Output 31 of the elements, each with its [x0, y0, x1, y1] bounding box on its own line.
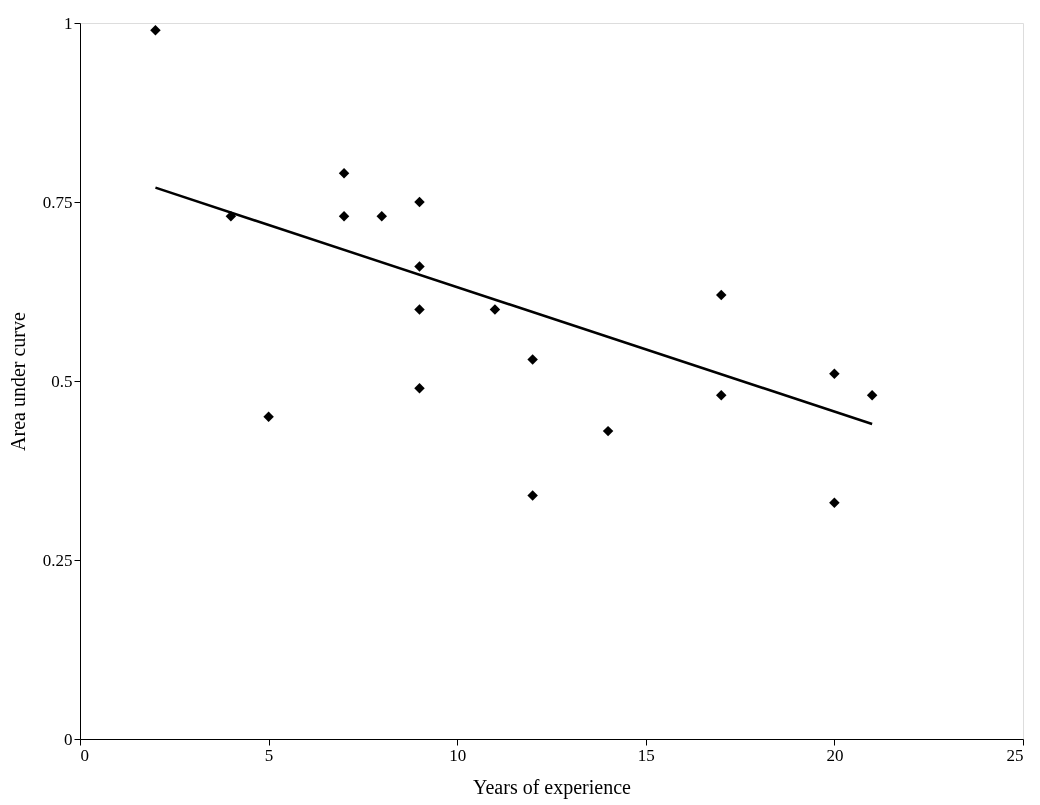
- point: [602, 425, 614, 437]
- point: [489, 304, 501, 315]
- y-axis-title: Area under curve: [6, 311, 29, 451]
- x-tick-label: 5: [264, 745, 274, 765]
- point: [414, 261, 425, 272]
- point: [414, 196, 425, 208]
- x-axis-title: Years of experience: [473, 775, 632, 799]
- point: [829, 368, 840, 380]
- point: [338, 211, 350, 222]
- point: [716, 390, 727, 401]
- point: [527, 490, 538, 501]
- x-tick-label: 15: [637, 745, 655, 765]
- y-tick-label: 1: [64, 13, 73, 33]
- y-tick-label: 0: [64, 729, 73, 749]
- y-tick-label: 0.75: [42, 192, 73, 212]
- y-tick-label: 0.5: [51, 371, 73, 391]
- point: [414, 382, 425, 394]
- x-tick-label: 10: [449, 745, 467, 765]
- x-tick-label: 20: [826, 745, 844, 765]
- x-tick-label: 25: [1006, 745, 1024, 765]
- point: [376, 211, 387, 222]
- point: [716, 289, 727, 301]
- point: [150, 24, 161, 36]
- point: [338, 168, 350, 179]
- y-tick-label: 0.25: [42, 550, 73, 570]
- point: [866, 390, 878, 401]
- x-tick-label: 0: [80, 745, 89, 765]
- point: [829, 497, 840, 508]
- point: [527, 354, 538, 365]
- point: [414, 304, 425, 315]
- point: [263, 411, 274, 423]
